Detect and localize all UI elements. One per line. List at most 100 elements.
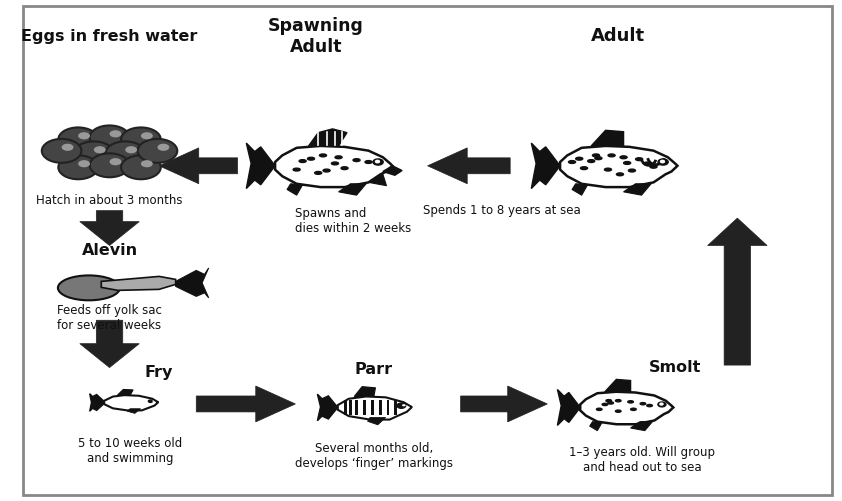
Circle shape xyxy=(78,160,90,167)
Circle shape xyxy=(90,125,130,149)
Polygon shape xyxy=(707,218,767,365)
Polygon shape xyxy=(631,422,653,430)
Circle shape xyxy=(658,402,666,407)
Ellipse shape xyxy=(616,410,621,412)
Polygon shape xyxy=(589,422,602,430)
Polygon shape xyxy=(370,400,374,415)
Ellipse shape xyxy=(631,408,637,410)
Circle shape xyxy=(42,139,82,163)
Ellipse shape xyxy=(335,156,342,159)
FancyBboxPatch shape xyxy=(23,7,833,494)
Circle shape xyxy=(141,132,152,139)
Ellipse shape xyxy=(620,156,627,159)
Ellipse shape xyxy=(644,162,651,165)
Text: Feeds off yolk sac
for several weeks: Feeds off yolk sac for several weeks xyxy=(57,304,162,332)
Circle shape xyxy=(109,158,121,165)
Ellipse shape xyxy=(595,157,602,160)
Circle shape xyxy=(93,146,106,153)
Circle shape xyxy=(397,403,406,408)
Ellipse shape xyxy=(636,158,642,161)
Ellipse shape xyxy=(640,403,646,405)
Circle shape xyxy=(61,144,73,151)
Ellipse shape xyxy=(602,403,608,406)
Polygon shape xyxy=(557,389,580,425)
Text: Parr: Parr xyxy=(354,362,393,377)
Circle shape xyxy=(137,139,178,163)
Text: Fry: Fry xyxy=(145,365,173,380)
Polygon shape xyxy=(461,386,547,422)
Polygon shape xyxy=(80,320,139,368)
Polygon shape xyxy=(104,395,158,410)
Circle shape xyxy=(660,403,663,405)
Circle shape xyxy=(58,127,98,151)
Ellipse shape xyxy=(568,161,576,163)
Ellipse shape xyxy=(628,169,636,172)
Text: 1–3 years old. Will group
and head out to sea: 1–3 years old. Will group and head out t… xyxy=(569,446,716,474)
Circle shape xyxy=(74,141,114,165)
Polygon shape xyxy=(368,417,386,425)
Circle shape xyxy=(78,132,90,139)
Polygon shape xyxy=(580,392,674,424)
Ellipse shape xyxy=(593,154,600,157)
Polygon shape xyxy=(159,148,237,184)
Polygon shape xyxy=(349,400,352,415)
Polygon shape xyxy=(309,129,347,146)
Polygon shape xyxy=(338,184,366,195)
Circle shape xyxy=(373,159,383,165)
Polygon shape xyxy=(196,386,296,422)
Polygon shape xyxy=(605,379,631,392)
Ellipse shape xyxy=(624,161,631,164)
Ellipse shape xyxy=(616,173,623,176)
Ellipse shape xyxy=(650,165,657,168)
Polygon shape xyxy=(118,389,133,395)
Polygon shape xyxy=(127,409,141,413)
Text: Alevin: Alevin xyxy=(82,243,137,258)
Ellipse shape xyxy=(596,408,602,410)
Polygon shape xyxy=(428,148,510,184)
Ellipse shape xyxy=(307,157,315,160)
Polygon shape xyxy=(338,396,412,419)
Polygon shape xyxy=(394,400,397,415)
Ellipse shape xyxy=(608,154,616,157)
Circle shape xyxy=(121,127,161,151)
Polygon shape xyxy=(80,210,139,245)
Ellipse shape xyxy=(315,171,322,174)
Circle shape xyxy=(658,159,669,165)
Text: Spawning
Adult: Spawning Adult xyxy=(268,17,364,56)
Ellipse shape xyxy=(616,400,621,402)
Polygon shape xyxy=(355,400,358,415)
Ellipse shape xyxy=(353,159,360,161)
Polygon shape xyxy=(176,268,209,298)
Polygon shape xyxy=(591,130,624,146)
Circle shape xyxy=(58,155,98,179)
Ellipse shape xyxy=(323,169,330,172)
Text: Adult: Adult xyxy=(590,27,645,45)
Text: 5 to 10 weeks old
and swimming: 5 to 10 weeks old and swimming xyxy=(78,437,183,465)
Polygon shape xyxy=(101,277,176,291)
Ellipse shape xyxy=(580,167,588,170)
Ellipse shape xyxy=(319,154,327,157)
Polygon shape xyxy=(383,166,402,175)
Text: Hatch in about 3 months: Hatch in about 3 months xyxy=(36,194,183,207)
Ellipse shape xyxy=(58,276,120,300)
Ellipse shape xyxy=(332,162,338,165)
Circle shape xyxy=(125,146,137,153)
Ellipse shape xyxy=(299,160,306,162)
Text: Several months old,
develops ‘finger’ markings: Several months old, develops ‘finger’ ma… xyxy=(295,442,453,470)
Polygon shape xyxy=(624,184,651,195)
Text: Spends 1 to 8 years at sea: Spends 1 to 8 years at sea xyxy=(423,204,581,217)
Ellipse shape xyxy=(628,401,633,403)
Circle shape xyxy=(141,160,152,167)
Polygon shape xyxy=(363,400,366,415)
Polygon shape xyxy=(369,174,386,186)
Circle shape xyxy=(157,144,169,151)
Circle shape xyxy=(660,160,664,163)
Ellipse shape xyxy=(605,168,611,171)
Circle shape xyxy=(121,155,161,179)
Ellipse shape xyxy=(576,157,583,160)
Polygon shape xyxy=(90,394,104,411)
Ellipse shape xyxy=(365,161,372,163)
Ellipse shape xyxy=(341,167,348,170)
Circle shape xyxy=(376,160,380,163)
Circle shape xyxy=(402,404,406,406)
